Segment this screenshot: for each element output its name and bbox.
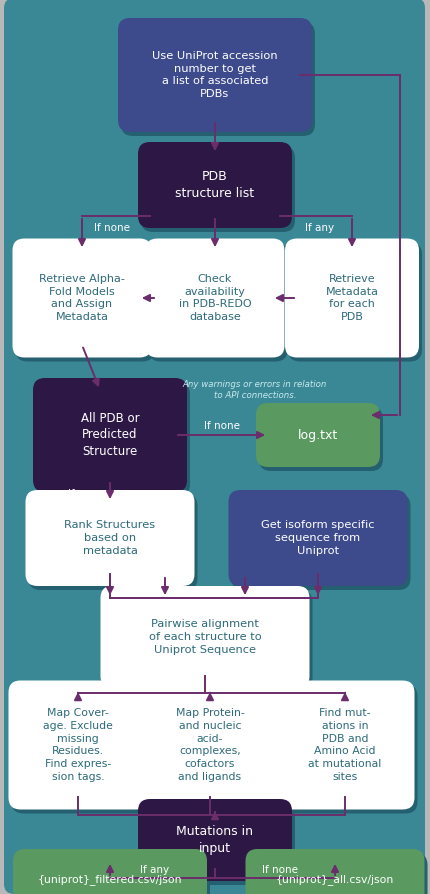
FancyBboxPatch shape <box>245 849 424 894</box>
FancyBboxPatch shape <box>231 494 409 590</box>
FancyBboxPatch shape <box>100 586 309 688</box>
Text: PDB
structure list: PDB structure list <box>175 170 254 199</box>
FancyBboxPatch shape <box>278 685 417 814</box>
Text: Map Protein-
and nucleic
acid-
complexes,
cofactors
and ligands: Map Protein- and nucleic acid- complexes… <box>175 708 244 782</box>
FancyBboxPatch shape <box>4 0 424 894</box>
FancyBboxPatch shape <box>138 142 291 228</box>
Text: Map Cover-
age. Exclude
missing
Residues.
Find expres-
sion tags.: Map Cover- age. Exclude missing Residues… <box>43 708 113 782</box>
Text: Retrieve Alpha-
Fold Models
and Assign
Metadata: Retrieve Alpha- Fold Models and Assign M… <box>39 274 125 322</box>
Text: If any: If any <box>68 489 97 499</box>
Text: Retrieve
Metadata
for each
PDB: Retrieve Metadata for each PDB <box>325 274 378 322</box>
Text: If none: If none <box>261 865 297 875</box>
FancyBboxPatch shape <box>141 803 294 885</box>
FancyBboxPatch shape <box>228 490 406 586</box>
FancyBboxPatch shape <box>258 407 382 471</box>
Text: Find mut-
ations in
PDB and
Amino Acid
at mutational
sites: Find mut- ations in PDB and Amino Acid a… <box>307 708 381 782</box>
FancyBboxPatch shape <box>284 239 418 358</box>
FancyBboxPatch shape <box>138 799 291 881</box>
Text: Get isoform specific
sequence from
Uniprot: Get isoform specific sequence from Unipr… <box>261 520 374 556</box>
FancyBboxPatch shape <box>118 18 311 132</box>
FancyBboxPatch shape <box>255 403 379 467</box>
FancyBboxPatch shape <box>12 239 151 358</box>
FancyBboxPatch shape <box>12 685 150 814</box>
FancyBboxPatch shape <box>28 494 197 590</box>
FancyBboxPatch shape <box>145 239 284 358</box>
FancyBboxPatch shape <box>139 680 280 809</box>
FancyBboxPatch shape <box>25 490 194 586</box>
FancyBboxPatch shape <box>248 853 427 894</box>
Text: If none: If none <box>203 421 240 431</box>
Text: Mutations in
input: Mutations in input <box>176 825 253 855</box>
Text: If any: If any <box>305 223 334 233</box>
FancyBboxPatch shape <box>36 382 190 496</box>
FancyBboxPatch shape <box>287 242 421 361</box>
Text: If any: If any <box>140 865 169 875</box>
FancyBboxPatch shape <box>141 685 283 814</box>
Text: Use UniProt accession
number to get
a list of associated
PDBs: Use UniProt accession number to get a li… <box>152 51 277 99</box>
Text: {uniprot}_filtered.csv/json: {uniprot}_filtered.csv/json <box>38 874 182 885</box>
FancyBboxPatch shape <box>13 849 206 894</box>
Text: Rank Structures
based on
metadata: Rank Structures based on metadata <box>64 520 155 556</box>
FancyBboxPatch shape <box>33 378 187 492</box>
Text: Check
availability
in PDB-REDO
database: Check availability in PDB-REDO database <box>178 274 251 322</box>
FancyBboxPatch shape <box>16 853 209 894</box>
FancyBboxPatch shape <box>9 680 147 809</box>
FancyBboxPatch shape <box>15 242 154 361</box>
Text: Any warnings or errors in relation
to API connections.: Any warnings or errors in relation to AP… <box>182 380 326 400</box>
Text: All PDB or
Predicted
Structure: All PDB or Predicted Structure <box>80 412 139 458</box>
FancyBboxPatch shape <box>275 680 414 809</box>
FancyBboxPatch shape <box>141 146 294 232</box>
FancyBboxPatch shape <box>121 22 314 136</box>
Text: {uniprot}_all.csv/json: {uniprot}_all.csv/json <box>275 874 393 885</box>
FancyBboxPatch shape <box>103 590 312 692</box>
Text: Pairwise alignment
of each structure to
Uniprot Sequence: Pairwise alignment of each structure to … <box>148 620 261 654</box>
FancyBboxPatch shape <box>148 242 287 361</box>
Text: If none: If none <box>94 223 130 233</box>
Text: log.txt: log.txt <box>297 428 338 442</box>
